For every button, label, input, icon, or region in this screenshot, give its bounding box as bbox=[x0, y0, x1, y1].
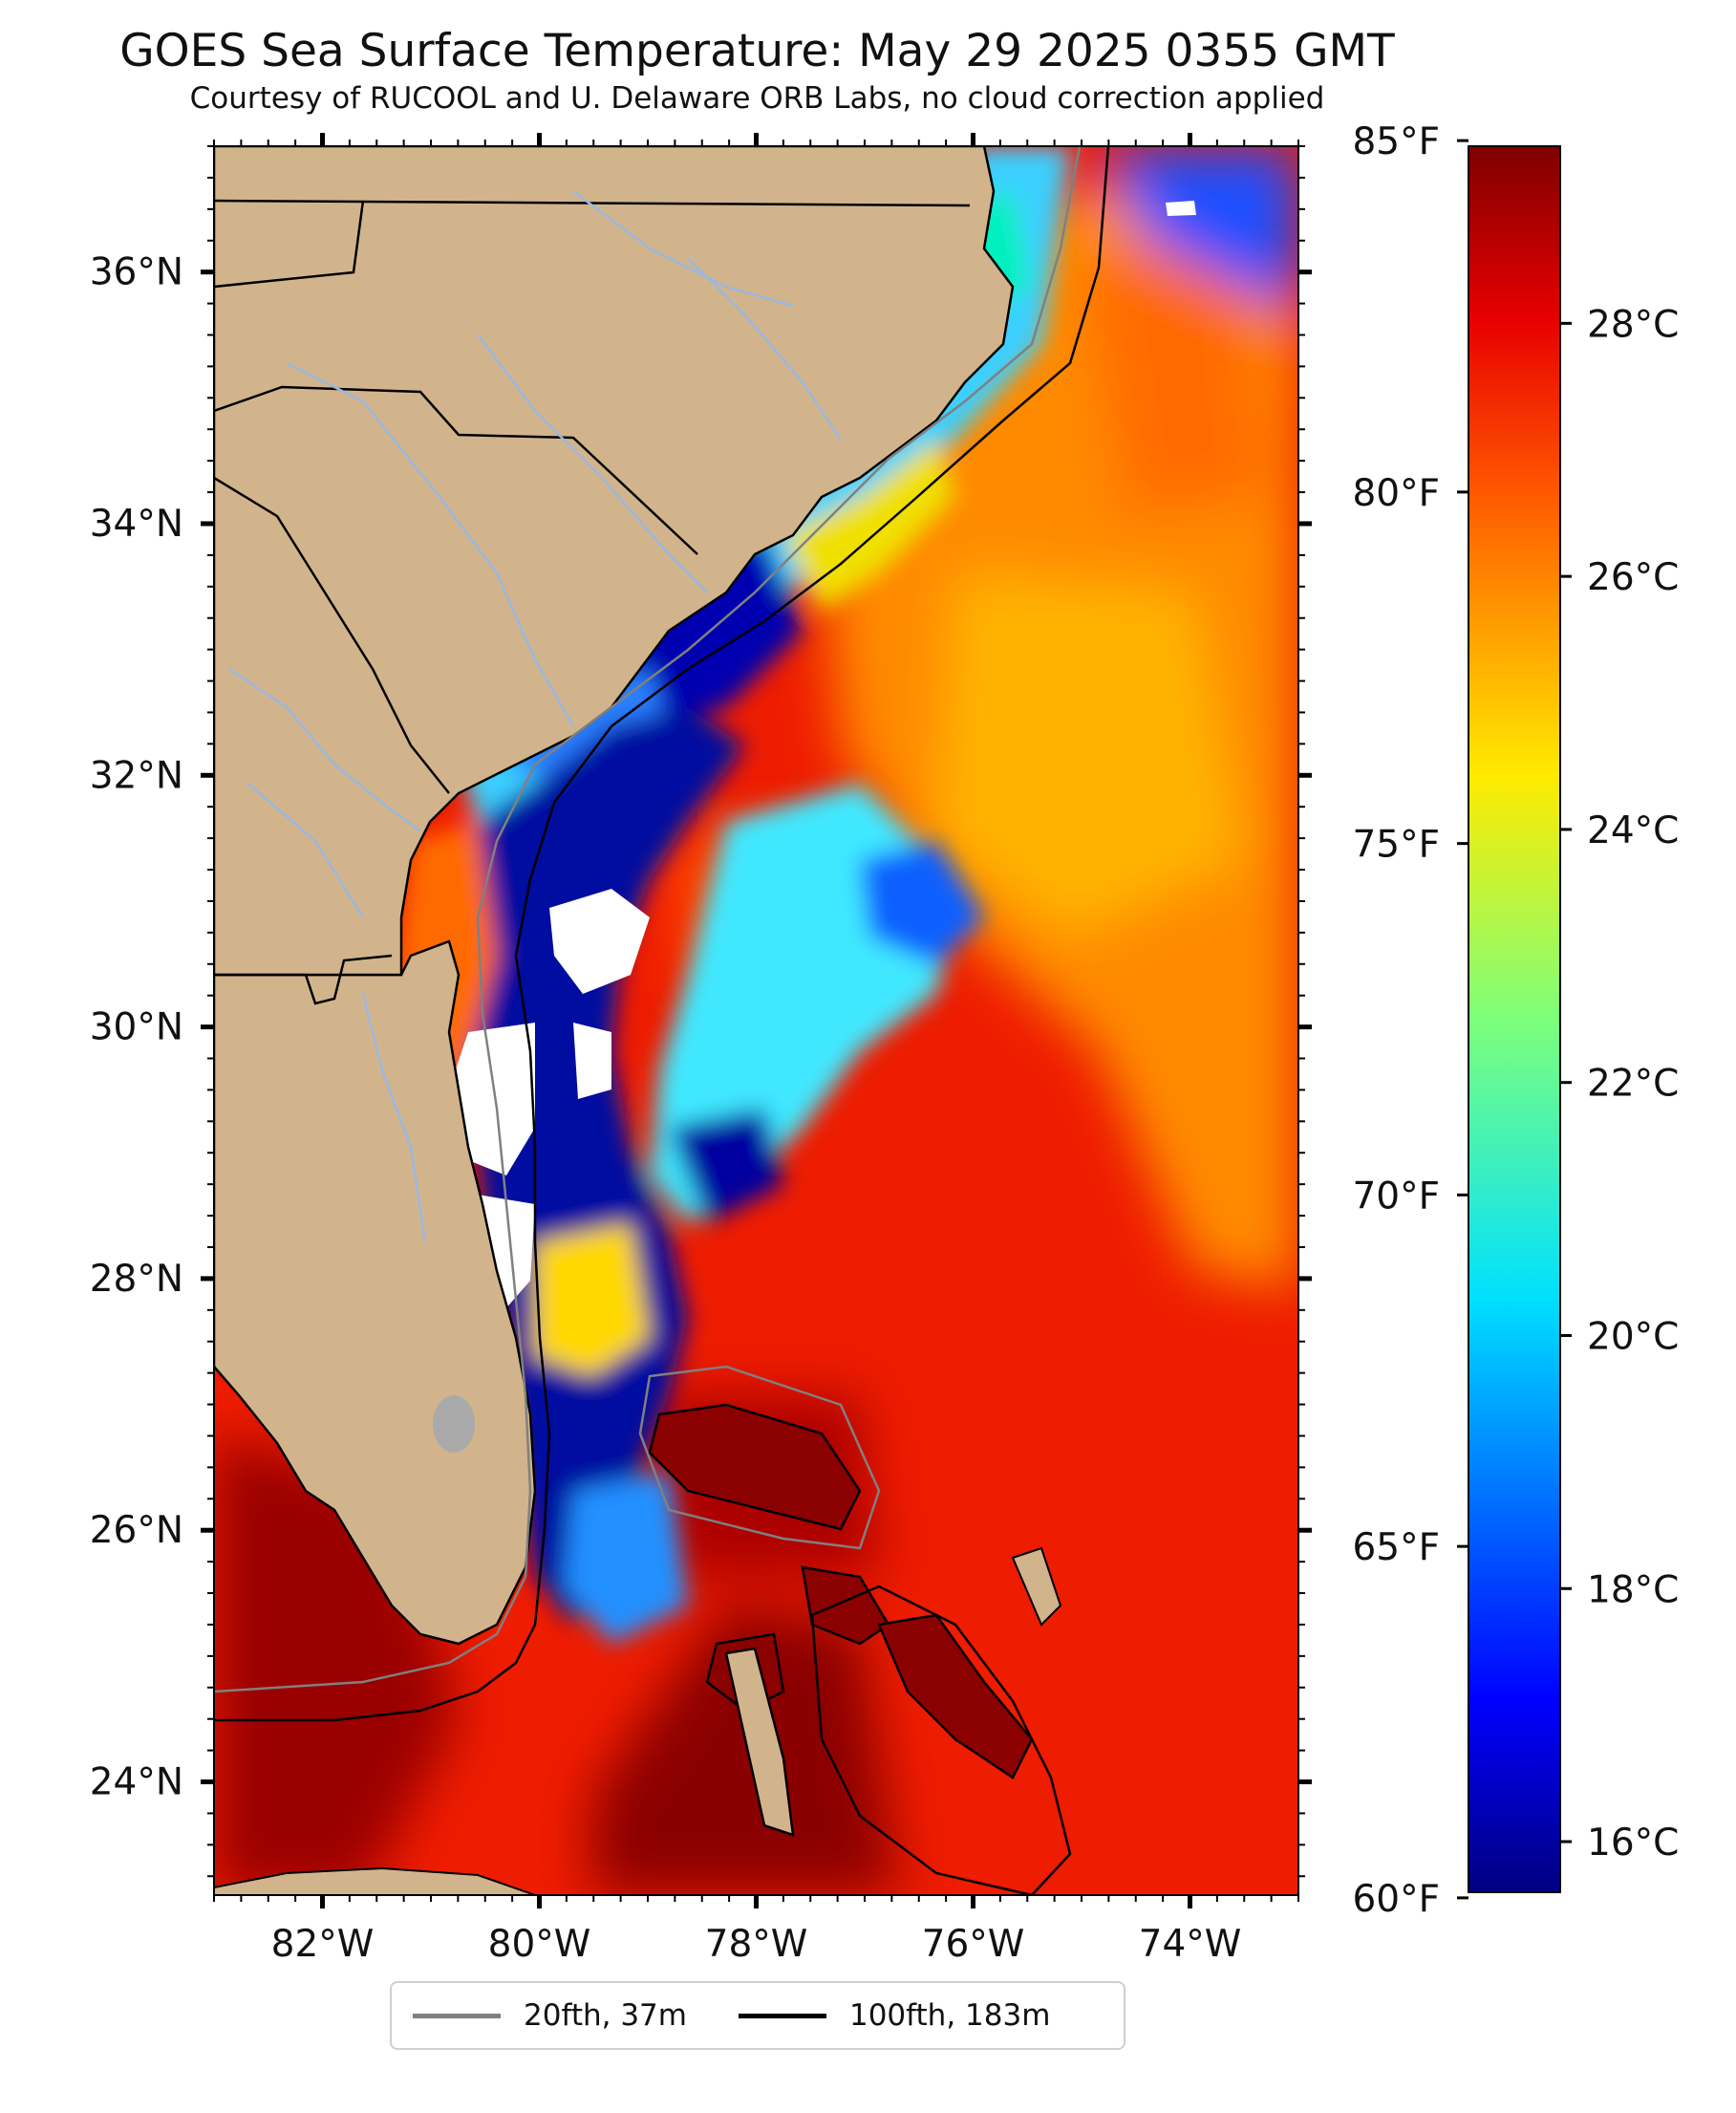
bathymetry-20fth-contour bbox=[214, 146, 1082, 1693]
andros-island bbox=[724, 1647, 795, 1837]
celsius-tick-label-5: 26°C bbox=[1587, 556, 1679, 599]
southern-land-edge bbox=[214, 1866, 536, 1895]
legend-label: 20fth, 37m bbox=[524, 1998, 687, 2033]
celsius-tick-label-3: 22°C bbox=[1587, 1063, 1679, 1106]
sst-warm-cool-structure bbox=[214, 146, 1298, 1895]
bahamas-islands bbox=[648, 1403, 1034, 1779]
fahrenheit-tick-label-1: 65°F bbox=[1352, 1526, 1440, 1569]
celsius-tick-label-0: 16°C bbox=[1587, 1822, 1679, 1865]
legend-line-swatch bbox=[738, 2013, 826, 2018]
celsius-tick-label-4: 24°C bbox=[1587, 809, 1679, 852]
colorbar-fahrenheit-axis: 60°F 65°F 70°F 75°F 80°F 85°F bbox=[1352, 120, 1468, 1921]
lon-tick-label-1: 80°W bbox=[488, 1923, 591, 1966]
fahrenheit-tick-label-3: 75°F bbox=[1352, 824, 1440, 867]
map-title: GOES Sea Surface Temperature: May 29 202… bbox=[119, 25, 1395, 77]
celsius-tick-label-6: 28°C bbox=[1587, 303, 1679, 346]
lat-tick-label-6: 36°N bbox=[90, 251, 183, 294]
lat-tick-label-5: 34°N bbox=[90, 503, 183, 546]
map-subtitle: Courtesy of RUCOOL and U. Delaware ORB L… bbox=[189, 81, 1325, 116]
bahamas-bank-20fth bbox=[638, 1365, 881, 1550]
legend-item-0: 20fth, 37m bbox=[413, 1998, 687, 2033]
legend-label: 100fth, 183m bbox=[848, 1998, 1051, 2033]
map-area bbox=[214, 146, 1298, 1895]
lat-tick-label-1: 26°N bbox=[90, 1509, 183, 1552]
florida-land bbox=[214, 939, 537, 1646]
lat-tick-label-3: 30°N bbox=[90, 1006, 183, 1049]
celsius-tick-label-1: 18°C bbox=[1587, 1568, 1679, 1611]
colorbar-gradient bbox=[1468, 146, 1560, 1892]
bathymetry-100fth-contour bbox=[214, 146, 1110, 1722]
fahrenheit-tick-label-2: 70°F bbox=[1352, 1175, 1440, 1218]
minor-ticks bbox=[207, 140, 1305, 1902]
lon-tick-label-4: 74°W bbox=[1139, 1923, 1242, 1966]
legend-line-swatch bbox=[413, 2013, 501, 2018]
state-boundaries bbox=[214, 199, 971, 1005]
lon-tick-label-3: 76°W bbox=[922, 1923, 1025, 1966]
lake-okeechobee bbox=[433, 1395, 475, 1453]
fahrenheit-tick-label-5: 85°F bbox=[1352, 120, 1440, 163]
bahamas-bank-100fth bbox=[810, 1585, 1072, 1895]
celsius-tick-label-2: 20°C bbox=[1587, 1315, 1679, 1358]
legend-item-1: 100fth, 183m bbox=[738, 1998, 1051, 2033]
rivers bbox=[228, 190, 843, 1243]
fahrenheit-tick-label-4: 80°F bbox=[1352, 472, 1440, 515]
lat-tick-label-0: 24°N bbox=[90, 1761, 183, 1804]
lat-tick-label-2: 28°N bbox=[90, 1258, 183, 1301]
colorbar: 16°C 18°C 20°C 22°C 24°C 26°C 28°C 60°F 65°F 70°… bbox=[1352, 120, 1679, 1921]
latitude-axis: 24°N 26°N 28°N 30°N 32°N 34°N 36°N bbox=[90, 251, 1312, 1804]
fahrenheit-tick-label-0: 60°F bbox=[1352, 1878, 1440, 1921]
colorbar-border bbox=[1468, 145, 1561, 1893]
southeast-us-land bbox=[214, 146, 1015, 977]
map-frame: 82°W 80°W 78°W 76°W 74°W 24°N 26°N 28°N 30°N 32°… bbox=[90, 133, 1312, 1966]
lat-tick-label-4: 32°N bbox=[90, 754, 183, 797]
lon-tick-label-2: 78°W bbox=[705, 1923, 808, 1966]
colorbar-celsius-axis: 16°C 18°C 20°C 22°C 24°C 26°C 28°C bbox=[1560, 303, 1679, 1865]
small-island bbox=[1011, 1546, 1062, 1627]
longitude-axis: 82°W 80°W 78°W 76°W 74°W bbox=[271, 133, 1242, 1966]
legend: 20fth, 37m 100fth, 183m bbox=[390, 1981, 1125, 2050]
lon-tick-label-0: 82°W bbox=[271, 1923, 375, 1966]
